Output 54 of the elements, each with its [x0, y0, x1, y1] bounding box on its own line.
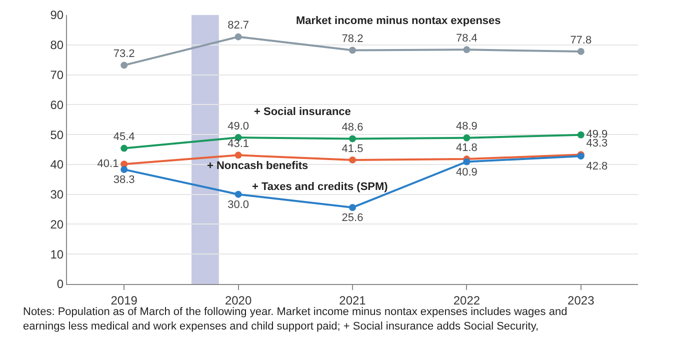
x-tick-label: 2023 — [568, 293, 595, 308]
point — [234, 190, 242, 198]
y-tick-label: 10 — [50, 247, 64, 262]
point — [120, 144, 128, 152]
point — [349, 204, 356, 211]
data-label: 25.6 — [342, 212, 364, 224]
y-tick-label: 40 — [50, 158, 64, 172]
point — [120, 166, 128, 174]
data-label: 82.7 — [228, 20, 250, 32]
series-label: + Social insurance — [254, 106, 351, 118]
data-label: 43.1 — [228, 138, 250, 150]
point — [234, 33, 242, 40]
series-label: Market income minus nontax expenses — [296, 15, 501, 27]
data-label: 41.5 — [342, 142, 364, 155]
y-tick-label: 70 — [50, 68, 64, 82]
y-tick-label: 0 — [56, 277, 64, 292]
y-tick-label: 90 — [50, 8, 64, 22]
data-label: 30.0 — [228, 198, 250, 211]
point — [577, 131, 584, 138]
data-label: 48.6 — [342, 122, 364, 134]
y-tick-label: 50 — [50, 128, 64, 142]
data-label: 38.3 — [113, 174, 135, 186]
x-tick-label: 2019 — [110, 293, 138, 308]
data-label: 40.9 — [456, 166, 478, 178]
series-label: + Noncash benefits — [207, 160, 308, 172]
data-label: 42.8 — [586, 160, 608, 173]
y-tick-label: 30 — [50, 188, 64, 202]
point — [463, 158, 470, 166]
text: Notes: Population as of March of the following year. Market income minus nontax expenses includes wages and earnings less medical and work expenses and child support paid; + Social insurance adds Social Security, — [23, 306, 568, 332]
point — [349, 156, 356, 164]
point — [349, 135, 356, 142]
y-tick-label: 20 — [50, 217, 64, 232]
y-tick-label: 80 — [50, 38, 64, 52]
series-label: + Taxes and credits (SPM) — [252, 181, 388, 193]
y-tick-label: 60 — [50, 98, 64, 112]
data-label: 40.1 — [97, 158, 119, 170]
data-label: 78.4 — [456, 32, 478, 45]
point — [120, 62, 128, 69]
x-tick-label: 2020 — [224, 293, 252, 308]
data-label: 78.2 — [342, 33, 364, 46]
data-label: 43.3 — [586, 137, 608, 150]
x-tick-label: 2022 — [453, 293, 480, 308]
data-label: 73.2 — [113, 48, 135, 60]
point — [463, 134, 470, 142]
data-label: 41.8 — [456, 142, 478, 154]
data-label: 45.4 — [113, 131, 135, 144]
data-label: 49.0 — [228, 120, 250, 132]
x-tick-label: 2021 — [339, 293, 366, 308]
data-label: 77.8 — [570, 34, 592, 46]
data-label: 48.9 — [456, 120, 478, 133]
point — [463, 46, 470, 54]
point — [577, 48, 584, 55]
point — [234, 152, 242, 159]
point — [349, 46, 356, 54]
